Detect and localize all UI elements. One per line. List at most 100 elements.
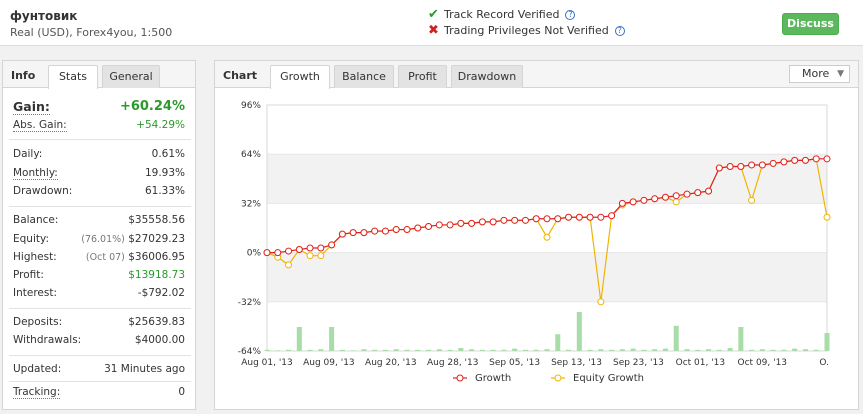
account-subtitle: Real (USD), Forex4you, 1:500 [10, 26, 173, 39]
x-tick-label: Aug 09, '13 [303, 358, 355, 368]
volume-bar [598, 349, 604, 351]
abs-gain-row: Abs. Gain: +54.29% [13, 119, 185, 133]
data-point [694, 189, 702, 197]
x-tick-label: Oct 01, '13 [676, 358, 726, 368]
data-point [586, 213, 594, 221]
chart-panel: Chart Growth Balance Profit Drawdown Mor… [214, 60, 859, 410]
volume-bar [695, 349, 701, 351]
volume-bar [781, 349, 787, 351]
y-tick-label: -64% [238, 347, 262, 357]
data-point [683, 190, 691, 198]
data-point [295, 246, 303, 254]
data-point [285, 247, 293, 255]
volume-bar [759, 349, 765, 351]
volume-bar [275, 350, 281, 351]
volume-bar [706, 349, 712, 351]
chart-title: Chart [223, 69, 258, 82]
tracking-label[interactable]: Tracking: [13, 386, 61, 399]
volume-bar [393, 349, 399, 351]
volume-bar [296, 327, 302, 351]
balance-row: Balance: $35558.56 [13, 214, 185, 228]
highest-row: Highest: (Oct 07) $36006.95 [13, 251, 185, 265]
divider [9, 206, 191, 207]
data-point [748, 196, 756, 204]
deposits-label: Deposits: [13, 316, 63, 328]
legend-label: Equity Growth [573, 373, 644, 384]
data-point [661, 193, 669, 201]
data-point [500, 216, 508, 224]
abs-gain-label[interactable]: Abs. Gain: [13, 119, 67, 132]
data-point [672, 198, 680, 206]
x-tick-label: Aug 01, '13 [241, 358, 293, 368]
help-icon[interactable]: ? [614, 25, 625, 36]
monthly-row: Monthly: 19.93% [13, 167, 185, 181]
volume-bar [544, 349, 550, 351]
drawdown-value: 61.33% [144, 185, 185, 197]
info-panel-header: Info Stats General [3, 61, 195, 89]
volume-bar [286, 349, 292, 351]
data-point [521, 216, 529, 224]
profit-label: Profit: [13, 269, 44, 281]
balance-label: Balance: [13, 214, 59, 226]
grid-band [267, 154, 827, 204]
gain-label[interactable]: Gain: [13, 99, 50, 115]
data-point [317, 252, 325, 260]
legend-marker [456, 374, 464, 382]
tab-stats[interactable]: Stats [48, 65, 98, 89]
data-point [349, 229, 357, 237]
x-tick-label: Aug 28, '13 [427, 358, 479, 368]
data-point [532, 215, 540, 223]
data-point [414, 224, 422, 232]
monthly-label[interactable]: Monthly: [13, 167, 58, 180]
tab-general[interactable]: General [102, 65, 160, 88]
daily-label: Daily: [13, 148, 43, 160]
profit-value: $13918.73 [128, 269, 185, 281]
divider [9, 308, 191, 309]
growth-chart: 96% 64% 32% 0% -32% -64%Aug 01, '13 Aug 09, '1… [238, 101, 831, 384]
check-icon: ✔ [428, 7, 439, 22]
data-point [705, 187, 713, 195]
tab-drawdown[interactable]: Drawdown [451, 65, 523, 88]
y-tick-label: 32% [241, 199, 261, 209]
updated-label: Updated: [13, 363, 62, 375]
divider [9, 355, 191, 356]
data-point [263, 249, 271, 257]
data-point [823, 155, 831, 163]
volume-bar [479, 349, 485, 351]
data-point [791, 156, 799, 164]
data-point [618, 199, 626, 207]
volume-bar [307, 349, 313, 351]
balance-value: $35558.56 [128, 214, 185, 226]
volume-bar [415, 349, 421, 351]
highest-label: Highest: [13, 251, 57, 263]
data-point [554, 215, 562, 223]
daily-value: 0.61% [151, 148, 185, 160]
data-point [274, 249, 282, 257]
highest-value-group: (Oct 07) $36006.95 [86, 251, 185, 263]
volume-bar [609, 349, 615, 351]
data-point [392, 226, 400, 234]
tab-profit[interactable]: Profit [398, 65, 447, 88]
discuss-button[interactable]: Discuss [782, 13, 839, 35]
volume-bar [458, 348, 464, 351]
data-point [511, 216, 519, 224]
more-label: More [802, 67, 830, 80]
volume-bar [641, 349, 647, 351]
data-point [543, 233, 551, 241]
data-point [306, 252, 314, 260]
data-point [285, 261, 293, 269]
drawdown-row: Drawdown: 61.33% [13, 185, 185, 199]
tracking-value: 0 [178, 386, 185, 398]
data-point [371, 227, 379, 235]
x-tick-label: Oct 09, '13 [738, 358, 788, 368]
volume-bar [749, 349, 755, 351]
volume-bar [469, 349, 475, 351]
volume-bar [619, 349, 625, 351]
volume-bar [652, 349, 658, 351]
volume-bar [436, 349, 442, 351]
more-dropdown[interactable]: More ▼ [789, 65, 850, 83]
help-icon[interactable]: ? [565, 9, 576, 20]
tab-growth[interactable]: Growth [270, 65, 330, 89]
volume-bar [738, 327, 744, 351]
tab-balance[interactable]: Balance [334, 65, 394, 88]
